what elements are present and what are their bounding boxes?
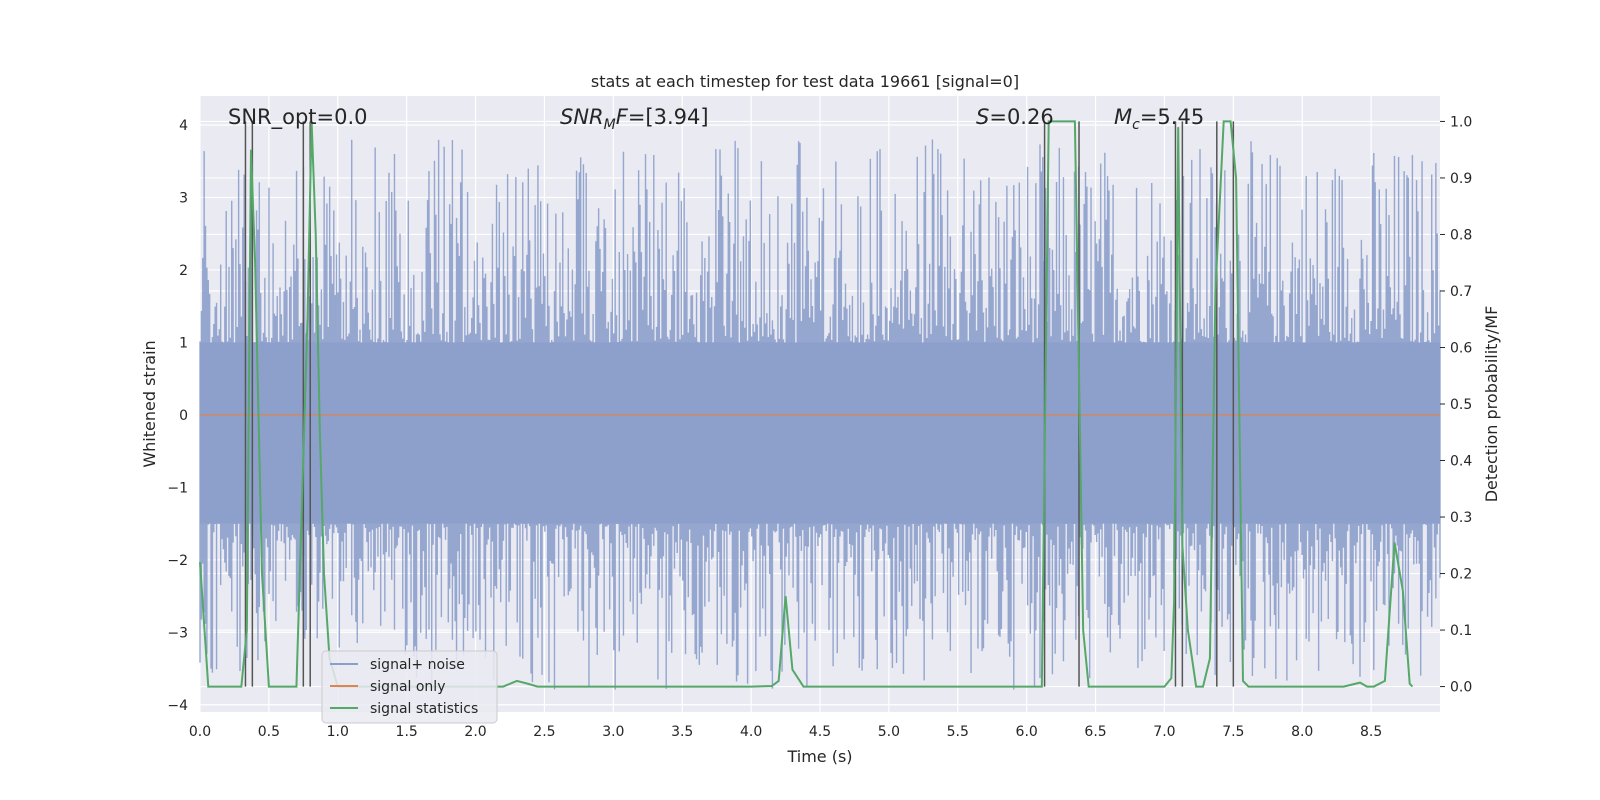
y2-tick-label: 0.1 [1450,623,1472,639]
chart-title: stats at each timestep for test data 196… [591,72,1019,91]
x-tick-label: 6.5 [1084,724,1106,740]
x-tick-label: 2.0 [464,724,486,740]
x-axis-label: Time (s) [786,747,852,766]
annotation-s-value: =0.26 [989,105,1053,129]
y2-tick-label: 0.6 [1450,340,1472,356]
legend-label-stats: signal statistics [370,701,478,717]
y-tick-label: −4 [167,698,188,714]
y-tick-label: −3 [167,625,188,641]
x-tick-label: 1.0 [327,724,349,740]
x-tick-label: 5.0 [878,724,900,740]
y-tick-label: 0 [179,408,188,424]
x-tick-label: 7.5 [1222,724,1244,740]
x-tick-label: 2.5 [533,724,555,740]
y-axis-label: Whitened strain [140,340,159,467]
legend-label-noise: signal+ noise [370,657,465,673]
annotation-snr-opt: SNR_opt=0.0 [228,105,368,130]
y-tick-label: 1 [179,335,188,351]
legend: signal+ noise signal only signal statist… [321,650,498,724]
y2-tick-label: 0.4 [1450,454,1472,470]
noise-core-band [200,342,1440,524]
annotation-mc-value: =5.45 [1140,105,1204,129]
x-tick-label: 7.0 [1153,724,1175,740]
y2-axis-label: Detection probability/MF [1482,306,1501,503]
x-tick-label: 0.0 [189,724,211,740]
y-tick-label: 4 [179,118,188,134]
y2-tick-label: 0.2 [1450,567,1472,583]
x-tick-label: 4.0 [740,724,762,740]
y-tick-label: −1 [167,480,188,496]
x-tick-label: 8.5 [1360,724,1382,740]
legend-box [321,650,498,724]
y2-tick-label: 0.9 [1450,171,1472,187]
annotation-s: S=0.26 [976,105,1054,129]
y2-axis-ticks: 0.0 0.1 0.2 0.3 0.4 0.5 0.6 0.7 0.8 0.9 1.0 [1440,114,1472,696]
x-axis-ticks: 0.0 0.5 1.0 1.5 2.0 2.5 3.0 3.5 4.0 4.5 5.0 5.5 6.0 6… [189,724,1382,740]
y2-tick-label: 1.0 [1450,114,1472,130]
y-tick-label: −2 [167,553,188,569]
x-tick-label: 5.5 [947,724,969,740]
y-tick-label: 2 [179,263,188,279]
x-tick-label: 3.5 [671,724,693,740]
annotation-mc: Mc=5.45 [1114,105,1204,133]
y2-tick-label: 0.0 [1450,680,1472,696]
y2-tick-label: 0.7 [1450,284,1472,300]
legend-label-signal: signal only [370,679,445,695]
y-tick-label: 3 [179,190,188,206]
annotation-snr-mf: SNRMF=[3.94] [560,105,709,133]
x-tick-label: 1.5 [396,724,418,740]
x-tick-label: 8.0 [1291,724,1313,740]
y-axis-ticks: −4 −3 −2 −1 0 1 2 3 4 [167,118,188,714]
x-tick-label: 4.5 [809,724,831,740]
signal-statistics-line [199,120,1414,688]
y2-tick-label: 0.8 [1450,227,1472,243]
annotation-snr-mf-value: =[3.94] [628,105,709,129]
y2-tick-label: 0.5 [1450,397,1472,413]
y2-tick-label: 0.3 [1450,510,1472,526]
x-tick-label: 3.0 [602,724,624,740]
x-tick-label: 0.5 [258,724,280,740]
x-tick-label: 6.0 [1016,724,1038,740]
